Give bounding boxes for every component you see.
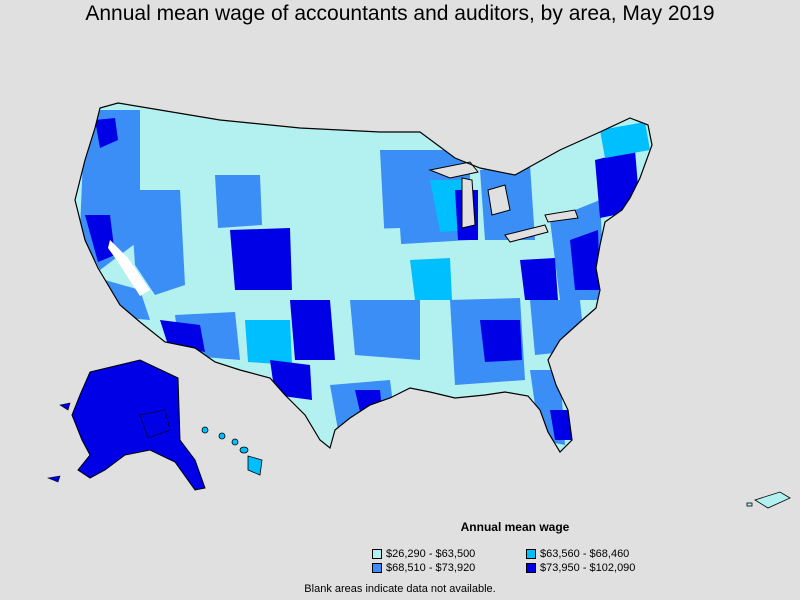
great-lakes [428,161,579,243]
alaska [46,359,206,491]
legend-swatch-1 [372,549,382,559]
legend-title: Annual mean wage [460,520,570,534]
hawaii [201,426,263,476]
legend-swatch-4 [526,563,536,573]
legend-item-4: $73,950 - $102,090 [526,562,635,574]
puerto-rico [746,491,791,509]
legend-item-1: $26,290 - $63,500 [372,548,475,560]
map-title: Annual mean wage of accountants and audi… [85,2,715,25]
legend-label-1: $26,290 - $63,500 [386,548,476,560]
legend-label-2: $63,560 - $68,460 [540,548,630,560]
legend-swatch-2 [526,549,536,559]
legend-item-3: $68,510 - $73,920 [372,562,475,574]
conus-outline [74,102,653,453]
conus-regions [75,103,652,452]
footnote: Blank areas indicate data not available. [304,583,496,595]
legend-label-4: $73,950 - $102,090 [540,562,636,574]
legend-swatch-3 [372,563,382,573]
legend-label-3: $68,510 - $73,920 [386,562,476,574]
legend-item-2: $63,560 - $68,460 [526,548,629,560]
